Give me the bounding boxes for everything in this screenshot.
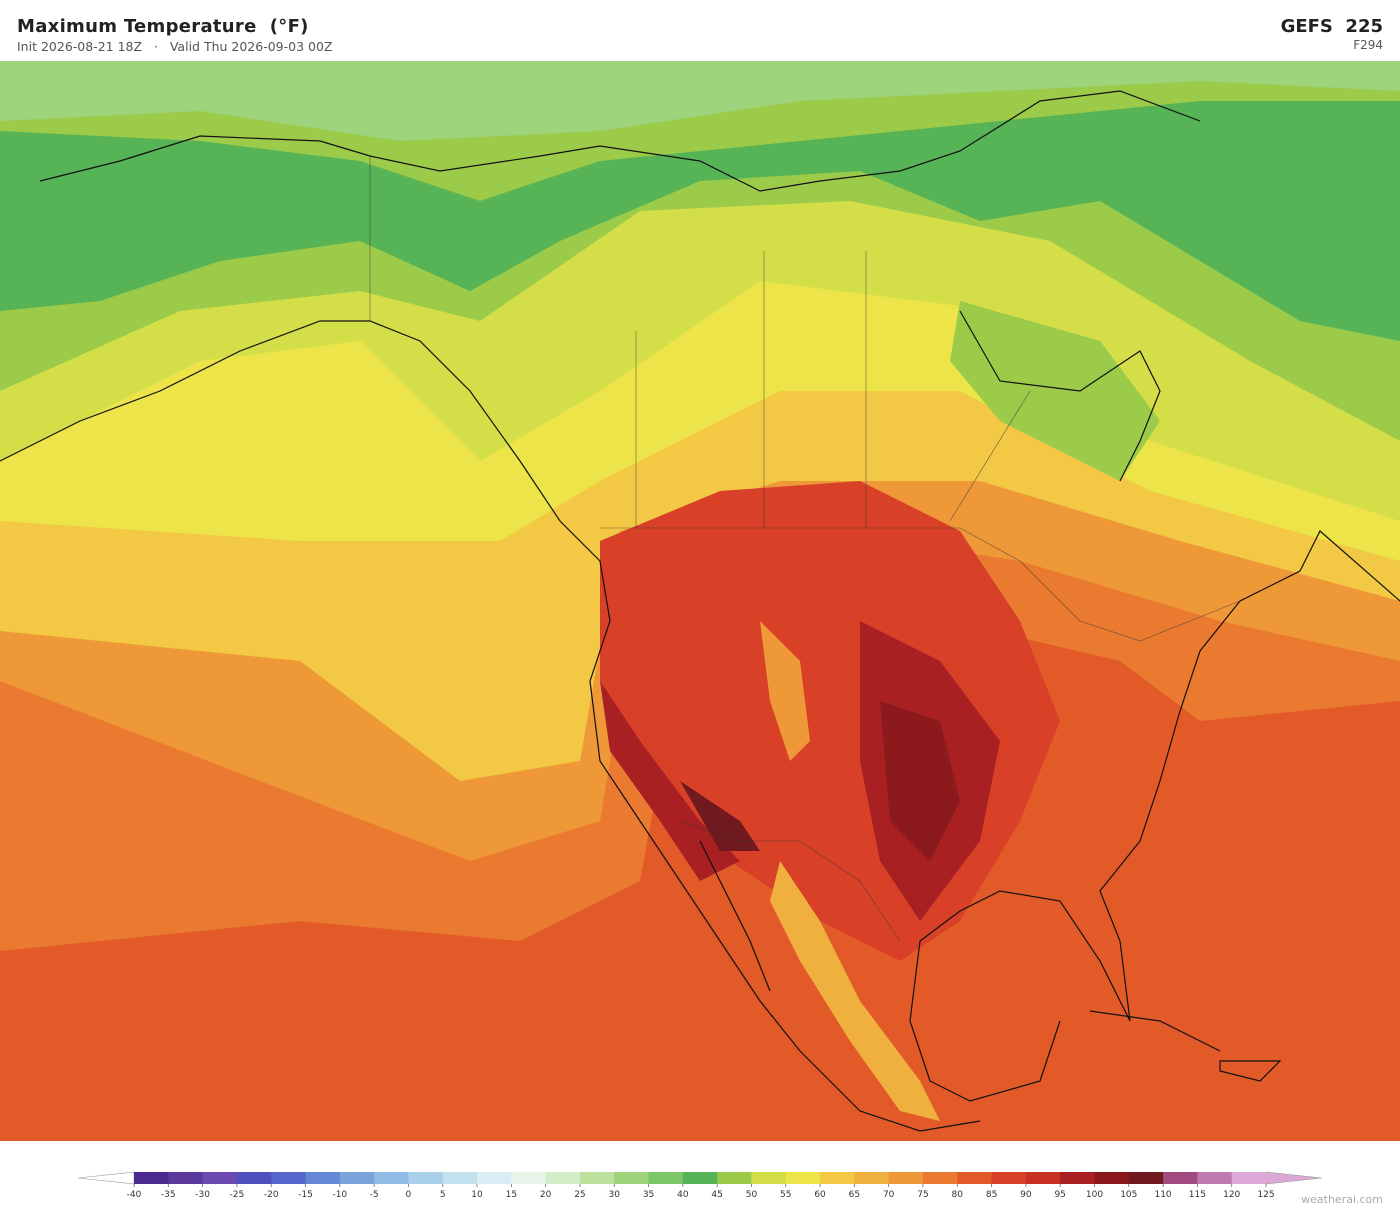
colorbar-tick-label: 95 (1054, 1190, 1065, 1200)
colorbar-box (374, 1172, 409, 1184)
colorbar-box (820, 1172, 855, 1184)
field-band (880, 701, 960, 861)
colorbar-box (1231, 1172, 1267, 1184)
colorbar-tick-label: -35 (161, 1190, 176, 1200)
coastline (39, 90, 1201, 192)
colorbar-box (236, 1172, 272, 1184)
colorbar-box (648, 1172, 684, 1184)
colorbar-box (134, 1172, 169, 1184)
colorbar-box (991, 1172, 1027, 1184)
colorbar: -40 -35 -30 -25 -20 -15 -10 -5 0 5 10 15 20 25 30 35 40 4… (77, 1171, 1323, 1200)
border (600, 527, 1241, 642)
temperature-field (0, 61, 1400, 1141)
model-name: GEFS 225 (1280, 16, 1383, 37)
colorbar-box (511, 1172, 547, 1184)
colorbar-over (1265, 1171, 1323, 1185)
colorbar-tick-label: 115 (1189, 1190, 1206, 1200)
colorbar-tick-label: 0 (406, 1190, 412, 1200)
border (635, 251, 1031, 528)
colorbar-tick-label: 75 (917, 1190, 928, 1200)
colorbar-tick-label: 65 (849, 1190, 860, 1200)
credit: weatherai.com (1301, 1193, 1383, 1206)
colorbar-box (1025, 1172, 1061, 1184)
borders (369, 156, 1241, 942)
colorbar-tick-label: -25 (230, 1190, 245, 1200)
colorbar-tick-label: 90 (1020, 1190, 1032, 1200)
field-band (950, 301, 1160, 481)
colorbar-box (957, 1172, 993, 1184)
coastline (959, 310, 1161, 482)
map-title: Maximum Temperature (°F) (17, 16, 309, 37)
colorbar-box (854, 1172, 890, 1184)
colorbar-tick-label: 30 (609, 1190, 621, 1200)
field-band (0, 61, 1400, 141)
colorbar-tick-label: -30 (195, 1190, 210, 1200)
field-band (680, 781, 760, 851)
colorbar-box (785, 1172, 821, 1184)
colorbar-box (271, 1172, 307, 1184)
colorbar-box (1197, 1172, 1233, 1184)
colorbar-tick-label: 85 (986, 1190, 997, 1200)
colorbar-tick-label: -5 (370, 1190, 379, 1200)
coastlines (0, 90, 1400, 1132)
forecast-hour: F294 (1353, 38, 1383, 52)
map-subtitle: Init 2026-08-21 18Z · Valid Thu 2026-09-… (17, 39, 333, 54)
colorbar-box (545, 1172, 581, 1184)
colorbar-box (1128, 1172, 1164, 1184)
colorbar-box (202, 1172, 238, 1184)
colorbar-box (408, 1172, 444, 1184)
colorbar-box (477, 1172, 512, 1184)
colorbar-box (1094, 1172, 1130, 1184)
colorbar-box (751, 1172, 787, 1184)
colorbar-box (717, 1172, 752, 1184)
colorbar-box (305, 1172, 341, 1184)
map (0, 61, 1400, 1141)
field-band (600, 681, 740, 881)
field-band (0, 101, 1400, 341)
colorbar-tick-label: 100 (1086, 1190, 1103, 1200)
colorbar-under (77, 1171, 135, 1185)
colorbar-tick-label: 125 (1257, 1190, 1274, 1200)
colorbar-box (442, 1172, 478, 1184)
coastline (699, 840, 771, 992)
colorbar-box (168, 1172, 204, 1184)
coastline (1089, 1010, 1221, 1052)
colorbar-box (922, 1172, 958, 1184)
colorbar-tick-label: 45 (711, 1190, 722, 1200)
colorbar-tick-label: 110 (1154, 1190, 1171, 1200)
colorbar-tick-label: 120 (1223, 1190, 1240, 1200)
colorbar-tick-label: 35 (643, 1190, 654, 1200)
colorbar-tick-label: 70 (883, 1190, 895, 1200)
colorbar-box (1060, 1172, 1095, 1184)
colorbar-box (1163, 1172, 1198, 1184)
colorbar-box (579, 1172, 615, 1184)
colorbar-tick-label: 60 (814, 1190, 826, 1200)
colorbar-tick-label: -20 (264, 1190, 279, 1200)
colorbar-tick-label: 40 (677, 1190, 689, 1200)
colorbar-tick-label: 5 (440, 1190, 446, 1200)
colorbar-box (682, 1172, 718, 1184)
colorbar-tick-label: 55 (780, 1190, 791, 1200)
colorbar-tick-label: 105 (1120, 1190, 1137, 1200)
colorbar-tick-label: -10 (332, 1190, 347, 1200)
colorbar-tick-label: 50 (746, 1190, 758, 1200)
colorbar-tick-label: -15 (298, 1190, 313, 1200)
colorbar-box (339, 1172, 375, 1184)
colorbar-tick-label: 20 (540, 1190, 552, 1200)
colorbar-tick-label: 15 (506, 1190, 517, 1200)
colorbar-box (888, 1172, 924, 1184)
colorbar-tick-label: -40 (127, 1190, 142, 1200)
coastline (909, 530, 1400, 1102)
field-band (770, 861, 940, 1121)
border (679, 820, 901, 942)
colorbar-tick-label: 80 (952, 1190, 964, 1200)
colorbar-tick-label: 25 (574, 1190, 585, 1200)
coastline (0, 320, 981, 1132)
field-band (760, 621, 810, 761)
coastline (1219, 1060, 1282, 1082)
colorbar-box (614, 1172, 650, 1184)
colorbar-tick-label: 10 (471, 1190, 483, 1200)
